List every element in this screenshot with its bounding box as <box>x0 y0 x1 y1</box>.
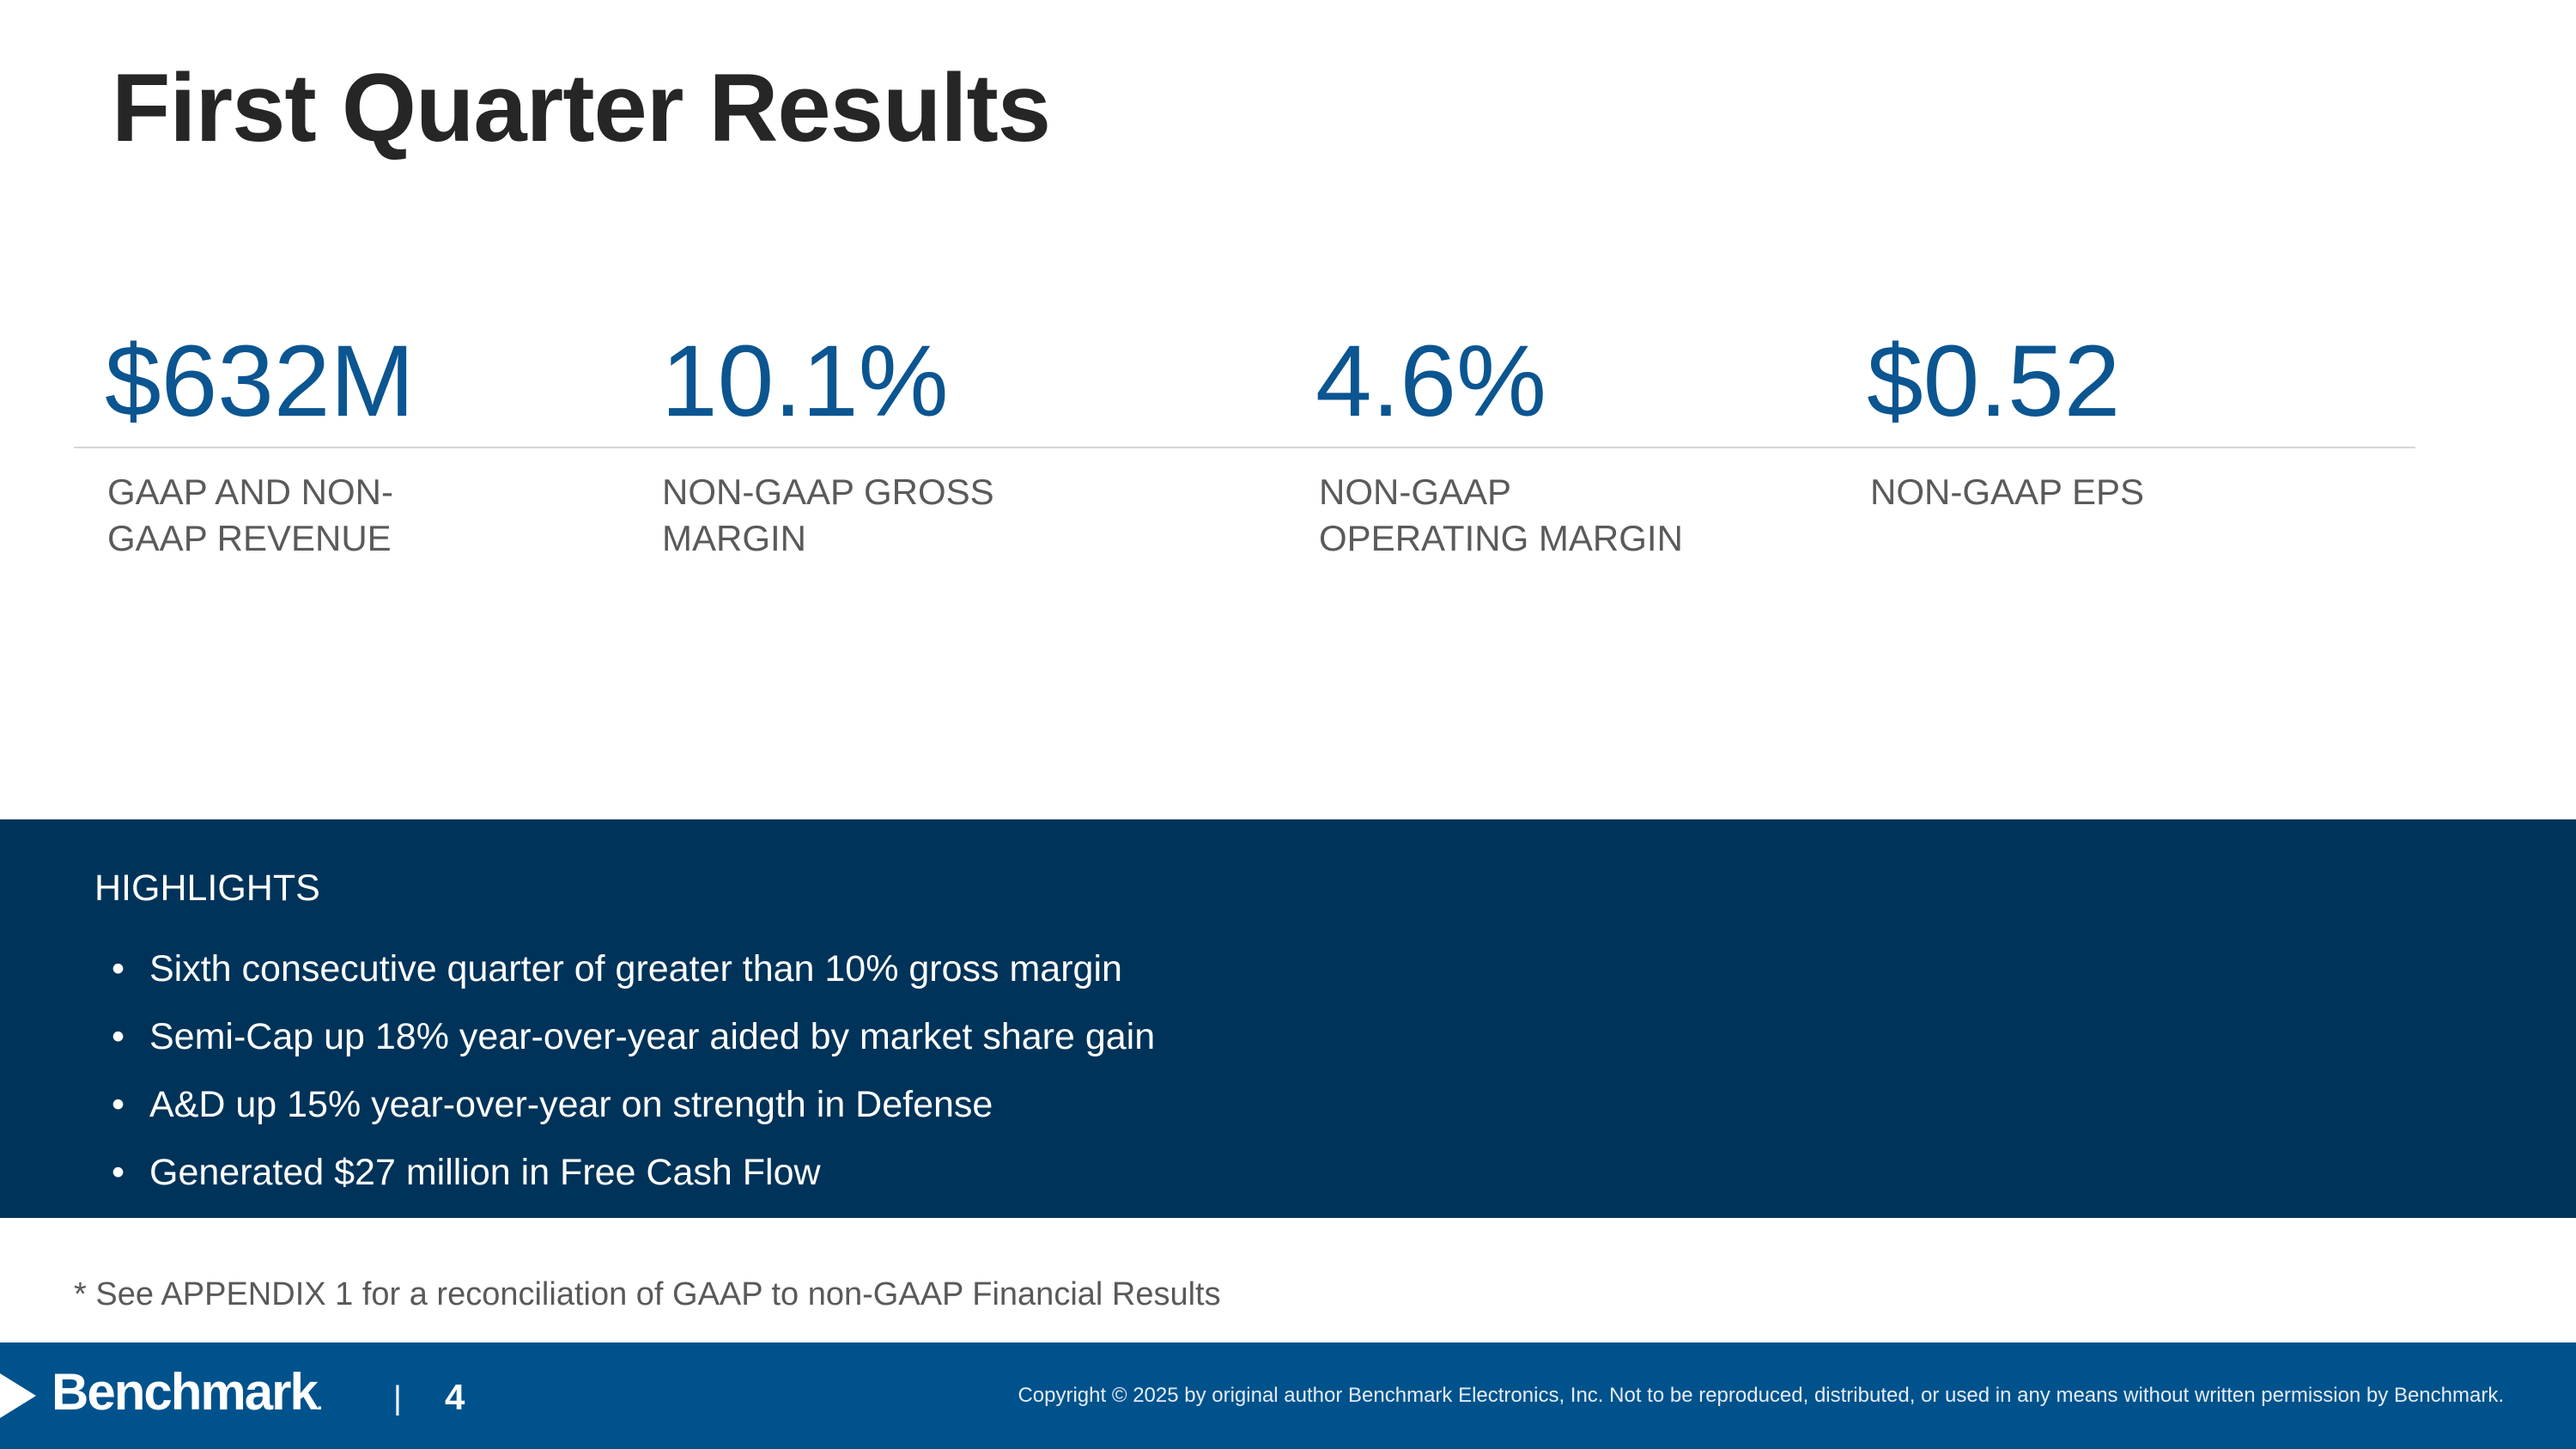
logo-wordmark: Benchmark <box>52 1363 319 1421</box>
kpi-value-eps: $0.52 <box>1867 325 2121 438</box>
kpi-label-gross-margin: NON-GAAP GROSS MARGIN <box>662 472 994 558</box>
kpi-label-eps: NON-GAAP EPS <box>1870 472 2144 512</box>
kpi-value-gross-margin: 10.1% <box>661 325 949 438</box>
bullet-icon: • <box>112 1152 125 1193</box>
highlight-text: Semi-Cap up 18% year-over-year aided by … <box>149 1016 1156 1057</box>
kpi-label-revenue: GAAP AND NON- GAAP REVENUE <box>107 472 393 558</box>
footer-bar: Benchmark. | 4 Copyright © 2025 by origi… <box>0 1342 2576 1449</box>
list-item: • Semi-Cap up 18% year-over-year aided by… <box>112 1013 1155 1081</box>
bullet-icon: • <box>112 1084 125 1125</box>
bullet-icon: • <box>112 1016 125 1057</box>
highlight-text: A&D up 15% year-over-year on strength in… <box>149 1084 993 1125</box>
kpi-value-operating-margin: 4.6% <box>1315 325 1546 438</box>
logo-arrow-icon <box>0 1373 36 1418</box>
kpi-label-operating-margin: NON-GAAP OPERATING MARGIN <box>1319 472 1683 558</box>
kpi-divider <box>74 447 2415 448</box>
list-item: • Sixth consecutive quarter of greater th… <box>112 945 1155 1013</box>
list-item: • A&D up 15% year-over-year on strength i… <box>112 1081 1155 1148</box>
highlights-panel: HIGHLIGHTS • Sixth consecutive quarter of… <box>0 819 2576 1218</box>
footnote: * See APPENDIX 1 for a reconciliation of… <box>74 1276 1221 1312</box>
highlights-heading: HIGHLIGHTS <box>94 868 320 909</box>
benchmark-logo: Benchmark. <box>52 1361 322 1423</box>
page-title: First Quarter Results <box>112 54 1051 161</box>
list-item: • Generated $27 million in Free Cash Flow <box>112 1148 1155 1216</box>
logo-suffix: . <box>316 1391 323 1415</box>
highlights-list: • Sixth consecutive quarter of greater th… <box>112 945 1155 1216</box>
page-number: 4 <box>445 1377 465 1417</box>
highlight-text: Sixth consecutive quarter of greater tha… <box>149 948 1122 989</box>
kpi-value-revenue: $632M <box>105 325 415 438</box>
copyright-notice: Copyright © 2025 by original author Benc… <box>1018 1384 2504 1407</box>
highlight-text: Generated $27 million in Free Cash Flow <box>149 1152 821 1193</box>
bullet-icon: • <box>112 948 125 989</box>
footer-separator: | <box>393 1380 402 1416</box>
